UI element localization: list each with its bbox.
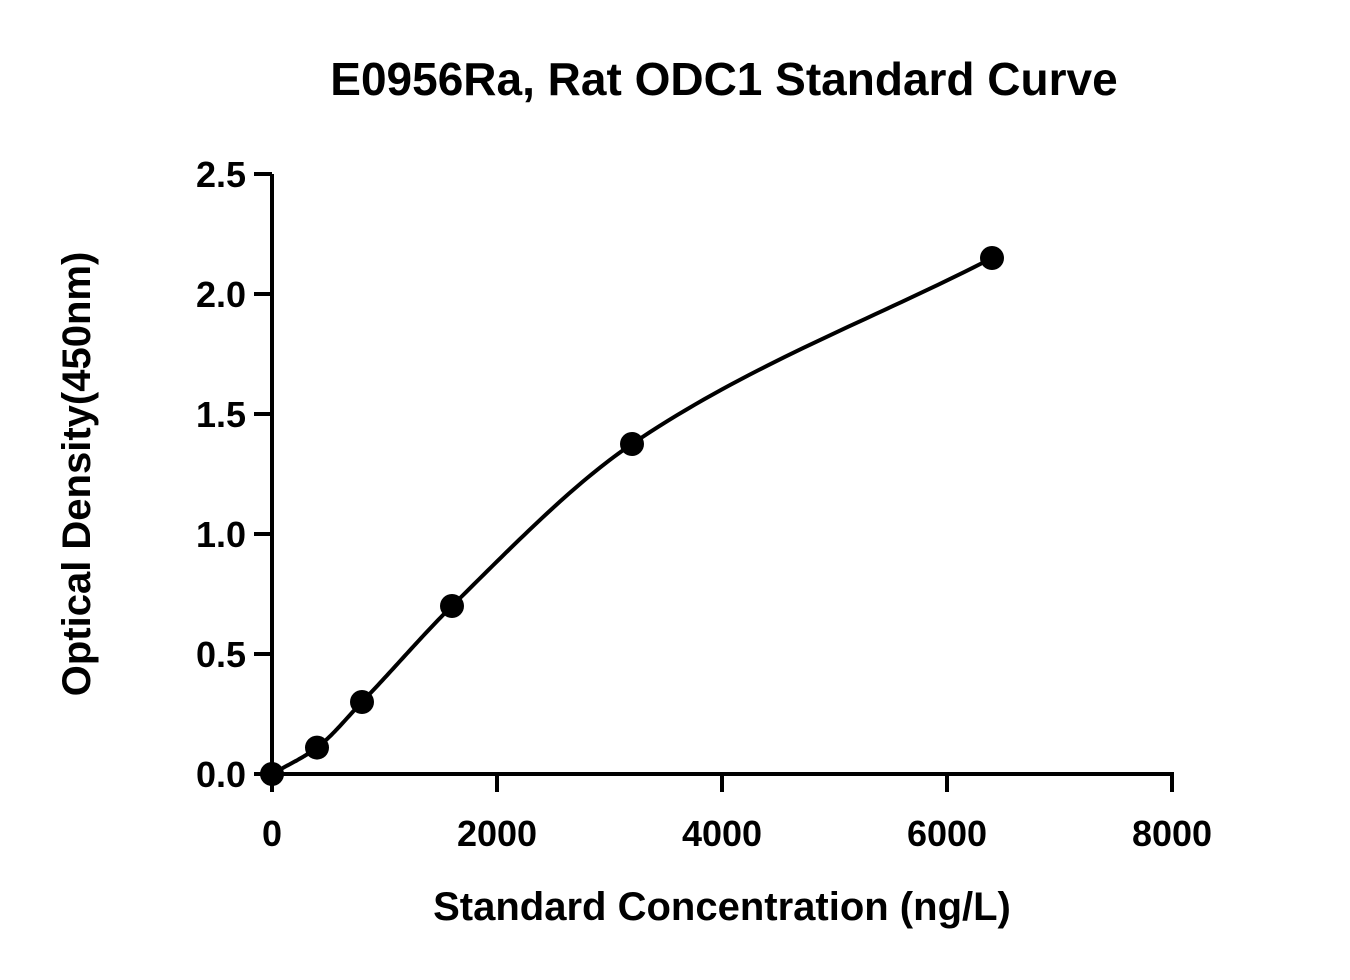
x-tick-label: 0 [262,813,282,854]
y-tick-label: 2.0 [196,274,246,315]
data-point [620,432,644,456]
x-tick-label: 8000 [1132,813,1212,854]
data-point [305,735,329,760]
data-point [260,762,284,786]
y-tick-label: 1.0 [196,514,246,555]
data-point [440,594,464,618]
fit-curve [270,256,993,776]
data-points [260,246,1004,786]
data-point [980,246,1004,270]
x-tick-label: 2000 [457,813,537,854]
y-tick-label: 0.0 [196,754,246,795]
axes: 0.0 0.5 1.0 1.5 2.0 2.5 0 2000 4000 6000 8000 [196,154,1212,854]
x-tick-label: 6000 [907,813,987,854]
x-tick-label: 4000 [682,813,762,854]
y-axis-label: Optical Density(450nm) [55,252,99,697]
y-tick-label: 0.5 [196,634,246,675]
y-tick-label: 1.5 [196,394,246,435]
x-axis-label: Standard Concentration (ng/L) [433,885,1011,929]
fit-curve-group [270,256,993,776]
chart-title: E0956Ra, Rat ODC1 Standard Curve [330,53,1117,105]
data-point [350,690,374,714]
y-tick-label: 2.5 [196,154,246,195]
